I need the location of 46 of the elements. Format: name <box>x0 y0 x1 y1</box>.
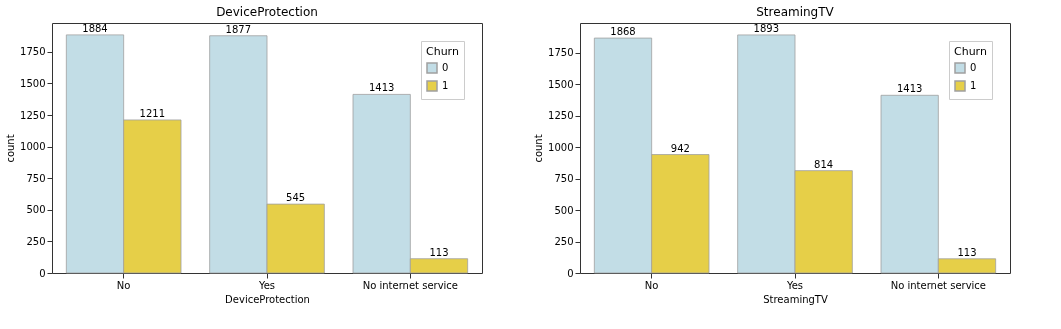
legend-title: Churn <box>426 45 459 58</box>
data-label: 1868 <box>610 26 636 38</box>
data-label: 113 <box>957 246 977 258</box>
x-tick-label: No <box>116 279 131 291</box>
x-tick-label: No <box>644 279 659 291</box>
y-tick-label: 1000 <box>20 141 46 153</box>
y-tick-label: 1500 <box>20 77 46 89</box>
x-tick-label: No internet service <box>890 279 986 291</box>
x-tick-label: No internet service <box>362 279 458 291</box>
x-axis-title: DeviceProtection <box>225 293 310 305</box>
y-tick-label: 500 <box>554 204 574 216</box>
legend-label: 1 <box>442 80 449 91</box>
data-label: 814 <box>814 158 834 170</box>
data-label: 1211 <box>139 107 166 119</box>
y-tick-label: 0 <box>39 267 46 279</box>
data-label: 1413 <box>896 83 923 95</box>
x-axis-title: StreamingTV <box>763 293 828 305</box>
x-tick-label: Yes <box>785 279 804 291</box>
data-label: 1884 <box>82 22 108 34</box>
chart-title: StreamingTV <box>756 5 835 19</box>
y-tick-label: 750 <box>26 172 46 184</box>
legend-title: Churn <box>954 45 987 58</box>
x-tick-label: Yes <box>257 279 276 291</box>
y-tick-label: 500 <box>26 204 46 216</box>
y-axis-title: count <box>533 134 545 163</box>
y-tick-label: 0 <box>567 267 574 279</box>
y-tick-label: 1250 <box>20 109 46 121</box>
y-tick-label: 1750 <box>20 46 46 58</box>
y-tick-label: 1750 <box>548 47 574 59</box>
data-label: 1413 <box>368 82 395 94</box>
data-label: 545 <box>286 192 306 204</box>
legend-label: 0 <box>442 62 449 73</box>
legend-label: 0 <box>970 62 977 73</box>
y-tick-label: 1000 <box>548 141 574 153</box>
y-axis-title: count <box>5 134 17 163</box>
y-tick-label: 250 <box>26 235 46 247</box>
y-tick-label: 250 <box>554 236 574 248</box>
data-label: 1877 <box>225 23 252 35</box>
legend-label: 1 <box>970 80 977 91</box>
y-tick-label: 750 <box>554 173 574 185</box>
y-tick-label: 1500 <box>548 78 574 90</box>
data-label: 113 <box>429 246 449 258</box>
data-label: 1893 <box>753 22 780 34</box>
chart-title: DeviceProtection <box>216 5 318 19</box>
y-tick-label: 1250 <box>548 110 574 122</box>
data-label: 942 <box>670 142 690 154</box>
